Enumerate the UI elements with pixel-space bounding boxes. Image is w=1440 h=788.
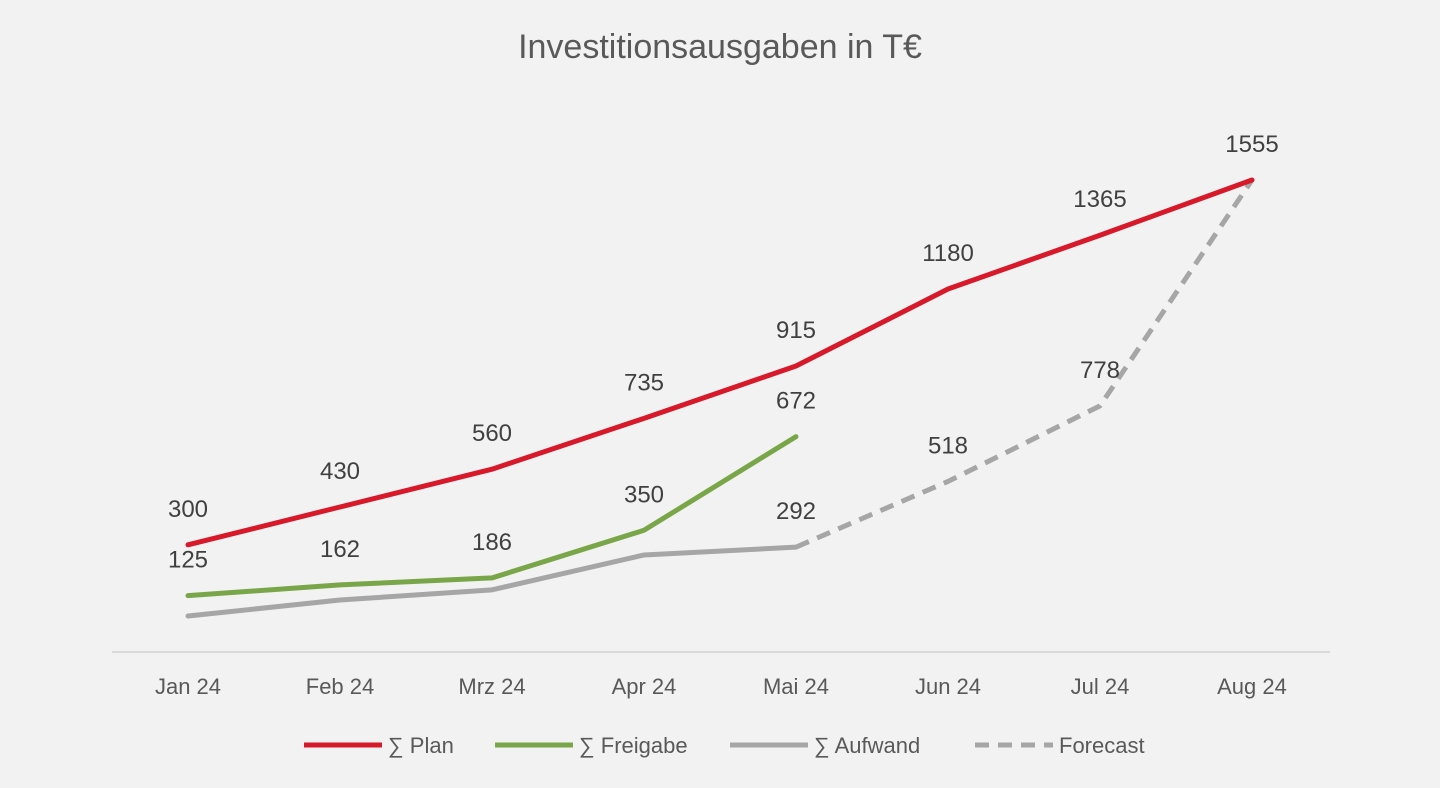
legend-label-forecast: Forecast xyxy=(1059,733,1145,758)
data-label: 915 xyxy=(776,317,816,344)
x-tick-label: Feb 24 xyxy=(306,674,375,699)
data-labels: 300 430 560 735 915 1180 1365 1555 125 162 186 350 6… xyxy=(168,131,1279,574)
data-label: 300 xyxy=(168,496,208,523)
data-label: 350 xyxy=(624,481,664,508)
data-label: 518 xyxy=(928,432,968,459)
x-tick-label: Aug 24 xyxy=(1217,674,1287,699)
data-label: 292 xyxy=(776,498,816,525)
legend-label-plan: ∑ Plan xyxy=(388,733,454,758)
legend-label-aufwand: ∑ Aufwand xyxy=(814,733,920,758)
x-tick-label: Jan 24 xyxy=(155,674,221,699)
series-line-forecast xyxy=(795,178,1255,550)
series-line-aufwand xyxy=(185,544,799,619)
data-label: 560 xyxy=(472,420,512,447)
x-tick-label: Apr 24 xyxy=(612,674,677,699)
series-line-plan xyxy=(185,177,1255,548)
data-label: 162 xyxy=(320,536,360,563)
data-label: 186 xyxy=(472,529,512,556)
x-tick-labels: Jan 24 Feb 24 Mrz 24 Apr 24 Mai 24 Jun 24 Jul … xyxy=(155,674,1287,699)
x-tick-label: Jun 24 xyxy=(915,674,981,699)
data-label: 1365 xyxy=(1073,186,1126,213)
chart-title: Investitionsausgaben in T€ xyxy=(518,28,922,66)
data-label: 430 xyxy=(320,458,360,485)
legend: ∑ Plan ∑ Freigabe ∑ Aufwand Forecast xyxy=(304,733,1145,758)
data-label: 1180 xyxy=(922,240,974,267)
data-label: 778 xyxy=(1080,357,1120,384)
data-label: 125 xyxy=(168,547,208,574)
series-lines xyxy=(185,177,1255,619)
x-tick-label: Jul 24 xyxy=(1071,674,1130,699)
data-label: 735 xyxy=(624,369,664,396)
series-line-freigabe xyxy=(185,434,799,599)
x-tick-label: Mrz 24 xyxy=(458,674,525,699)
data-label: 672 xyxy=(776,388,816,415)
legend-label-freigabe: ∑ Freigabe xyxy=(579,733,688,758)
x-tick-label: Mai 24 xyxy=(763,674,829,699)
data-label: 1555 xyxy=(1225,131,1278,158)
